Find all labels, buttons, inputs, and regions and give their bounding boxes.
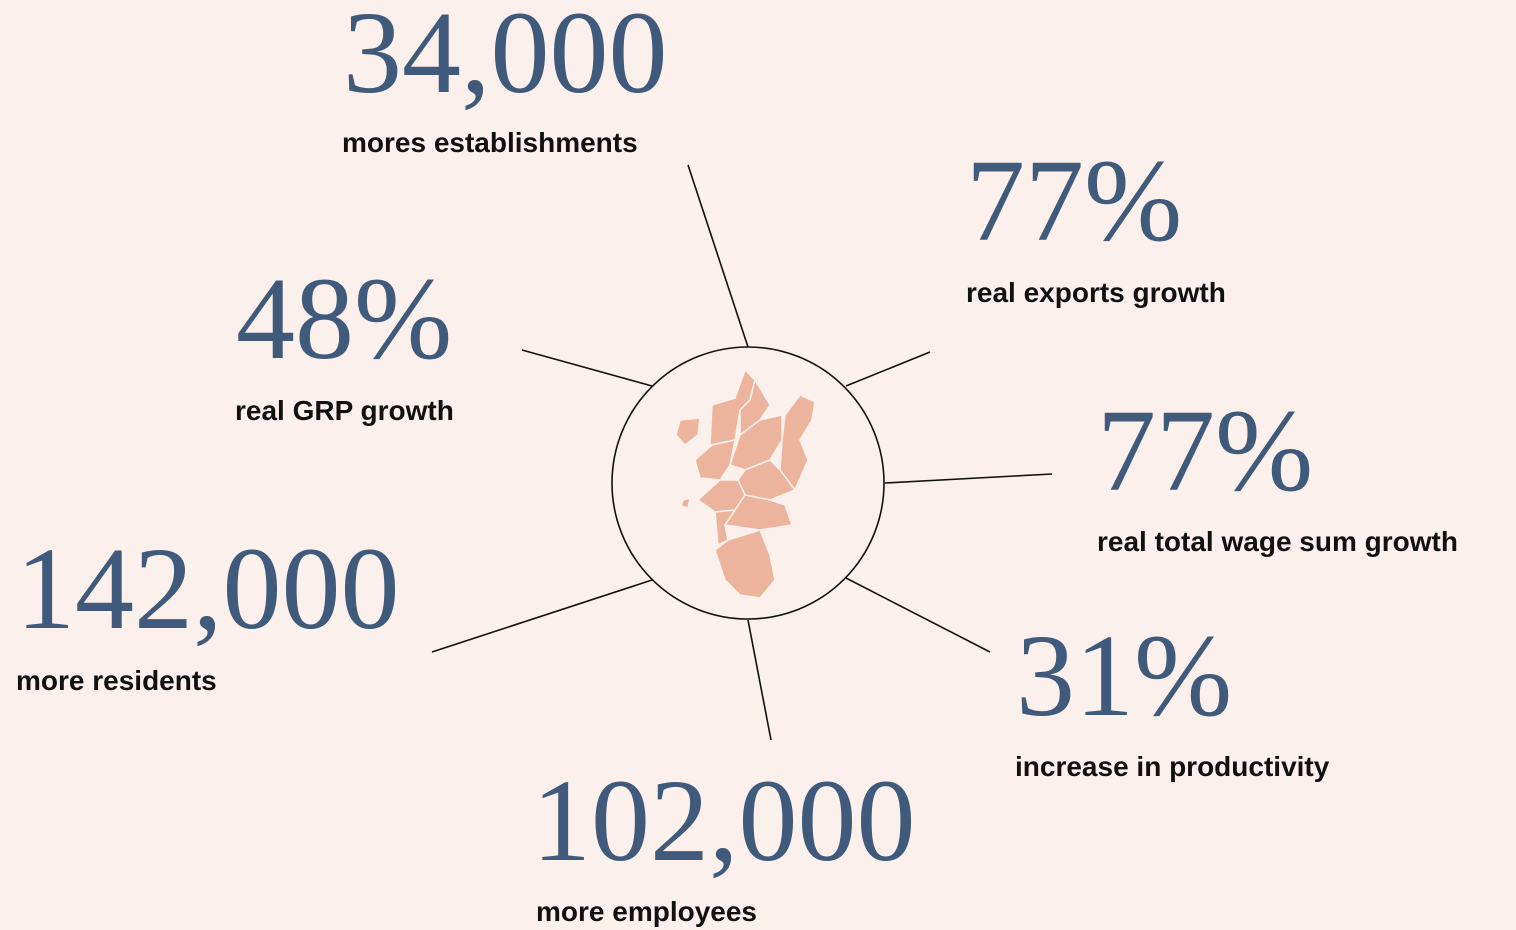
stat-value: 142,000 [16,523,400,654]
stat-label: more residents [16,665,217,696]
hub-circle [611,346,885,620]
stat-4: 77% real total wage sum growth [1097,385,1458,557]
connector [431,579,653,653]
stat-label: real total wage sum growth [1097,526,1458,557]
connector [687,164,749,348]
connector [884,473,1053,484]
stat-1: 34,000 mores establishments [342,0,668,158]
connector [845,577,991,653]
stat-6: 31% increase in productivity [1015,610,1330,782]
connector [845,351,931,387]
stat-value: 77% [966,135,1182,266]
stat-value: 34,000 [343,0,668,118]
stat-value: 31% [1016,610,1232,741]
stat-7: 102,000 more employees [532,755,916,927]
stat-label: real GRP growth [235,395,454,426]
stat-3: 48% real GRP growth [235,253,454,426]
stat-value: 77% [1097,385,1313,516]
stat-label: mores establishments [342,127,638,158]
connector [747,619,772,741]
connectors [431,164,1053,741]
stat-5: 142,000 more residents [16,523,400,696]
stat-value: 102,000 [532,755,916,886]
region-map [675,368,816,599]
connector [521,349,653,387]
stat-label: real exports growth [966,277,1226,308]
stat-2: 77% real exports growth [966,135,1226,308]
stat-value: 48% [236,253,452,384]
stat-label: increase in productivity [1015,751,1330,782]
stat-label: more employees [536,896,757,927]
